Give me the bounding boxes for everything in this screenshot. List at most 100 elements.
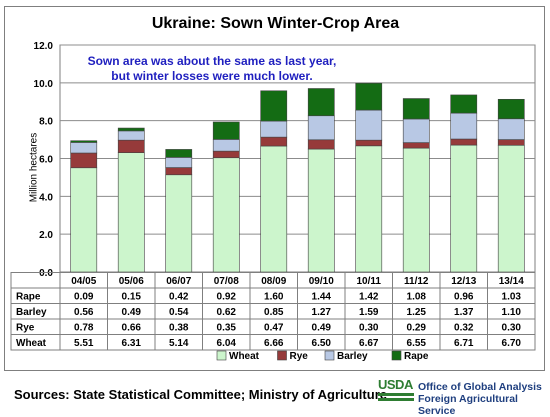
bar-rape [165, 149, 193, 158]
bar-barley [212, 139, 240, 152]
bar-wheat [165, 174, 193, 273]
bar-rye [70, 152, 98, 169]
bar-barley [497, 118, 525, 140]
table-cell: 0.35 [217, 323, 237, 334]
bar-rape [260, 90, 288, 122]
table-cell: 6.66 [264, 338, 284, 349]
table-cell: 1.10 [502, 307, 522, 318]
bar-rye [307, 139, 335, 150]
table-cell: 0.09 [74, 292, 94, 303]
table-cell: 1.08 [407, 292, 427, 303]
bar-rye [117, 139, 145, 153]
table-cell: 0.49 [312, 323, 332, 334]
table-cell: 0.32 [454, 323, 474, 334]
y-tick-label: 8.0 [39, 117, 53, 128]
legend-label: Barley [337, 351, 368, 362]
annotation-line-1: Sown area was about the same as last yea… [87, 54, 337, 68]
bar-wheat [212, 157, 240, 273]
bar-rape [70, 140, 98, 143]
table-cell: 1.60 [264, 292, 284, 303]
bar-rape [450, 94, 478, 114]
table-cell: 6.04 [217, 338, 237, 349]
table-cell: 0.47 [264, 323, 284, 334]
y-tick-label: 0.0 [39, 268, 53, 279]
table-cell: 1.03 [502, 292, 522, 303]
bar-rape [355, 82, 383, 111]
x-tick-label: 11/12 [404, 276, 429, 287]
legend-swatch-barley [324, 350, 335, 361]
table-cell: 0.29 [407, 323, 427, 334]
bar-rye [355, 139, 383, 147]
annotation-line-2: but winter losses were much lower. [111, 69, 313, 83]
y-tick-label: 10.0 [34, 79, 54, 90]
table-cell: 6.31 [122, 338, 142, 349]
legend-label: Rape [404, 351, 429, 362]
table-cell: 6.70 [502, 338, 522, 349]
x-tick-label: 09/10 [309, 276, 334, 287]
agency-name: Office of Global Analysis Foreign Agricu… [418, 381, 550, 417]
table-cell: 5.14 [169, 338, 189, 349]
table-row-label: Rape [16, 292, 41, 303]
table-cell: 1.37 [454, 307, 474, 318]
table-cell: 1.27 [312, 307, 332, 318]
table-cell: 0.66 [122, 323, 142, 334]
table-cell: 0.42 [169, 292, 189, 303]
x-tick-label: 07/08 [214, 276, 239, 287]
table-row-label: Rye [16, 323, 35, 334]
chart-svg: 0.0 2.0 4.0 6.0 8.0 10.0 12.0 04/05 05/06 06/07 07… [10, 41, 536, 362]
legend-label: Rye [290, 351, 309, 362]
x-tick-label: 04/05 [71, 276, 96, 287]
table-cell: 5.51 [74, 338, 94, 349]
x-tick-label: 10/11 [357, 276, 382, 287]
bar-wheat [117, 152, 145, 273]
bar-wheat [355, 145, 383, 273]
table-cell: 0.62 [217, 307, 237, 318]
table-cell: 0.56 [74, 307, 94, 318]
agency-line-1: Office of Global Analysis [418, 381, 542, 393]
table-cell: 0.54 [169, 307, 189, 318]
bar-barley [307, 115, 335, 141]
x-tick-label: 12/13 [451, 276, 476, 287]
bar-wheat [307, 148, 335, 273]
x-tick-label: 08/09 [261, 276, 286, 287]
bar-rye [497, 139, 525, 146]
table-row-label: Barley [16, 307, 47, 318]
table-cell: 6.67 [359, 338, 379, 349]
bar-rye [450, 138, 478, 146]
x-tick-label: 13/14 [499, 276, 524, 287]
chart-annotation: Sown area was about the same as last yea… [57, 54, 367, 84]
y-tick-label: 12.0 [34, 41, 54, 52]
bar-barley [450, 112, 478, 140]
bar-rye [212, 150, 240, 159]
bar-rape [402, 98, 430, 120]
bar-rye [402, 142, 430, 149]
bar-barley [165, 157, 193, 168]
table-cell: 0.15 [122, 292, 142, 303]
y-tick-label: 4.0 [39, 192, 53, 203]
bar-barley [117, 130, 145, 141]
x-tick-label: 06/07 [166, 276, 191, 287]
logo-stripe [378, 398, 414, 401]
table-cell: 0.30 [359, 323, 379, 334]
table-cell: 0.38 [169, 323, 189, 334]
bar-barley [355, 109, 383, 141]
legend-swatch-rape [391, 350, 402, 361]
bar-rape [307, 88, 335, 117]
agency-line-2: Foreign Agricultural Service [418, 393, 518, 417]
bar-wheat [497, 144, 525, 273]
bar-wheat [402, 147, 430, 273]
table-cell: 0.85 [264, 307, 284, 318]
bar-rape [497, 98, 525, 120]
table-row-label: Wheat [16, 338, 47, 349]
table-cell: 0.96 [454, 292, 474, 303]
chart-title: Ukraine: Sown Winter-Crop Area [151, 15, 400, 32]
table-cell: 0.78 [74, 323, 94, 334]
table-cell: 1.42 [359, 292, 379, 303]
table-cell: 6.50 [312, 338, 332, 349]
legend-label: Wheat [229, 351, 260, 362]
table-cell: 6.71 [454, 338, 474, 349]
x-tick-label: 05/06 [119, 276, 144, 287]
bar-rye [260, 136, 288, 147]
bar-barley [70, 142, 98, 154]
bar-wheat [70, 167, 98, 273]
